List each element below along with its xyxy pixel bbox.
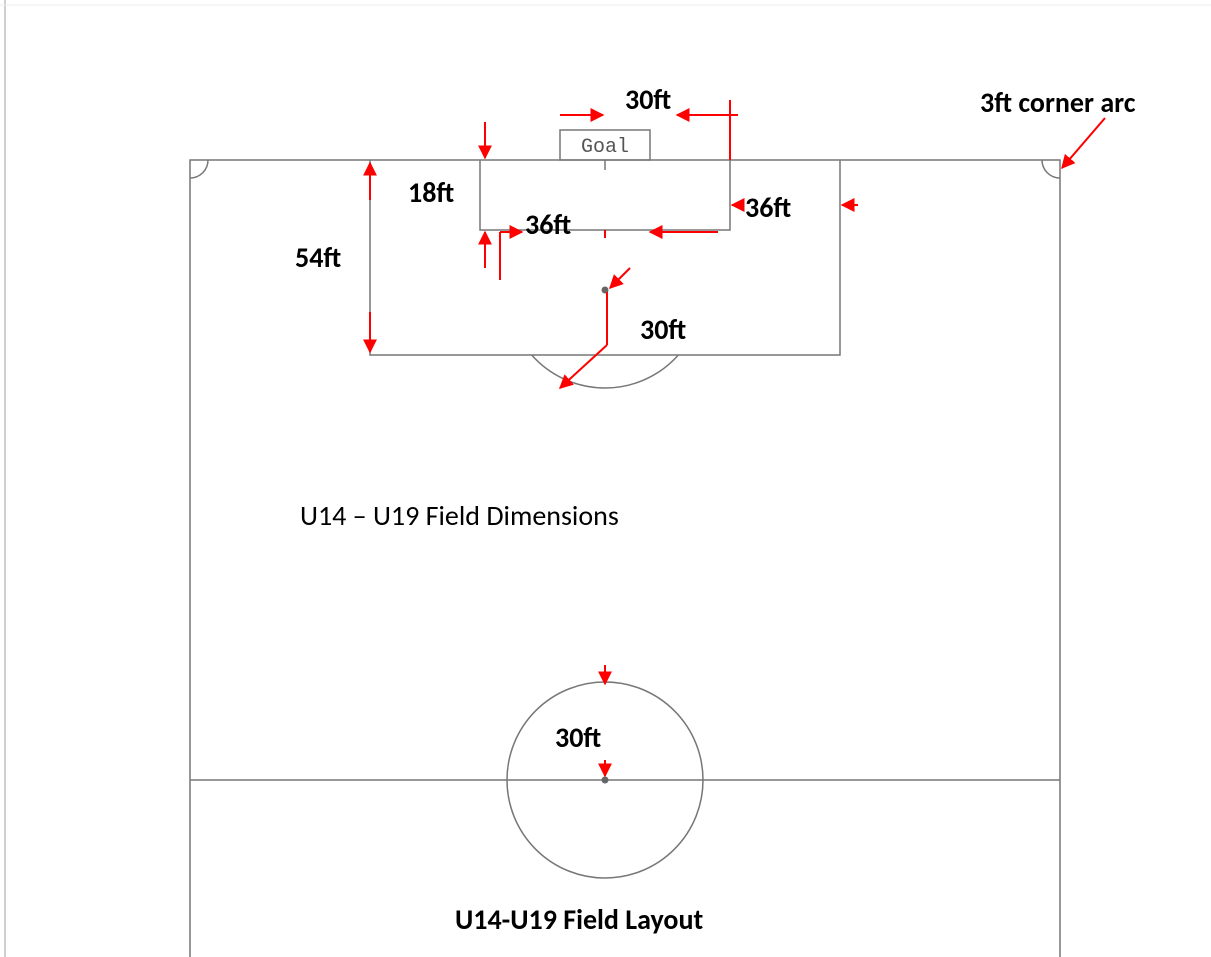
label-penalty-depth: 54ft [295, 240, 341, 275]
corner-arc-left [190, 160, 208, 178]
label-center-radius: 30ft [555, 720, 601, 755]
penalty-arc [532, 355, 679, 388]
label-goal-area-depth: 18ft [408, 175, 454, 210]
center-spot [602, 777, 609, 784]
label-goal-half-width: 30ft [625, 82, 671, 117]
title-dimensions: U14 – U19 Field Dimensions [300, 498, 619, 533]
arrow-corner-arc [1062, 118, 1105, 168]
goal-label: Goal [581, 136, 629, 159]
arrow-pen-arc [560, 345, 607, 388]
label-penalty-arc-r: 30ft [640, 312, 686, 347]
label-penalty-side: 36ft [745, 190, 791, 225]
title-layout: U14-U19 Field Layout [455, 902, 703, 937]
goal-area [480, 160, 730, 230]
field-boundary [190, 160, 1060, 957]
arrow-pen-arc-top [610, 268, 630, 288]
label-corner-arc: 3ft corner arc [980, 85, 1135, 120]
corner-arc-right [1042, 160, 1060, 178]
label-penalty-half-width: 36ft [525, 207, 571, 242]
